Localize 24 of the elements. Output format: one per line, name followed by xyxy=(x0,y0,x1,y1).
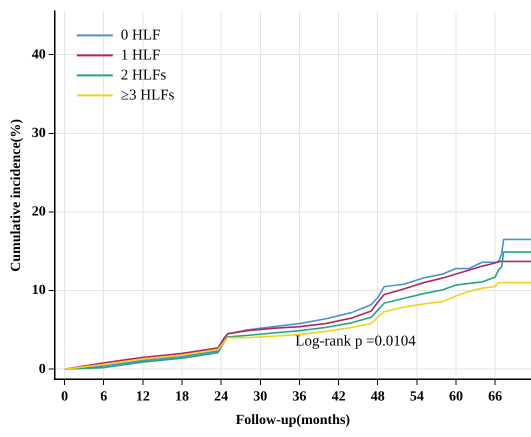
legend-label: 2 HLFs xyxy=(120,67,166,84)
x-tick-label: 24 xyxy=(214,389,228,404)
annotation: Log-rank p =0.0104 xyxy=(295,333,416,350)
y-tick-label: 40 xyxy=(32,47,46,62)
x-tick-label: 42 xyxy=(332,389,346,404)
legend-label: 1 HLF xyxy=(120,47,160,64)
x-tick-label: 12 xyxy=(136,389,150,404)
x-tick-label: 54 xyxy=(410,389,424,404)
legend-label: 0 HLF xyxy=(120,27,160,44)
y-axis-title: Cumulative incidence(%) xyxy=(9,118,24,272)
x-tick-label: 60 xyxy=(448,389,463,404)
y-tick-label: 20 xyxy=(32,204,46,220)
x-tick-label: 66 xyxy=(488,389,502,404)
x-tick-label: 36 xyxy=(292,389,306,404)
y-tick-label: 30 xyxy=(32,126,46,141)
legend-label: ≥3 HLFs xyxy=(120,87,175,104)
x-tick-label: 6 xyxy=(100,389,108,404)
y-tick-label: 10 xyxy=(32,283,46,298)
x-tick-label: 0 xyxy=(61,389,68,404)
x-tick-label: 48 xyxy=(370,389,385,404)
x-tick-label: 30 xyxy=(253,389,268,404)
x-axis-title: Follow-up(months) xyxy=(236,413,350,428)
x-tick-label: 18 xyxy=(175,389,190,404)
y-tick-label: 0 xyxy=(38,362,46,377)
